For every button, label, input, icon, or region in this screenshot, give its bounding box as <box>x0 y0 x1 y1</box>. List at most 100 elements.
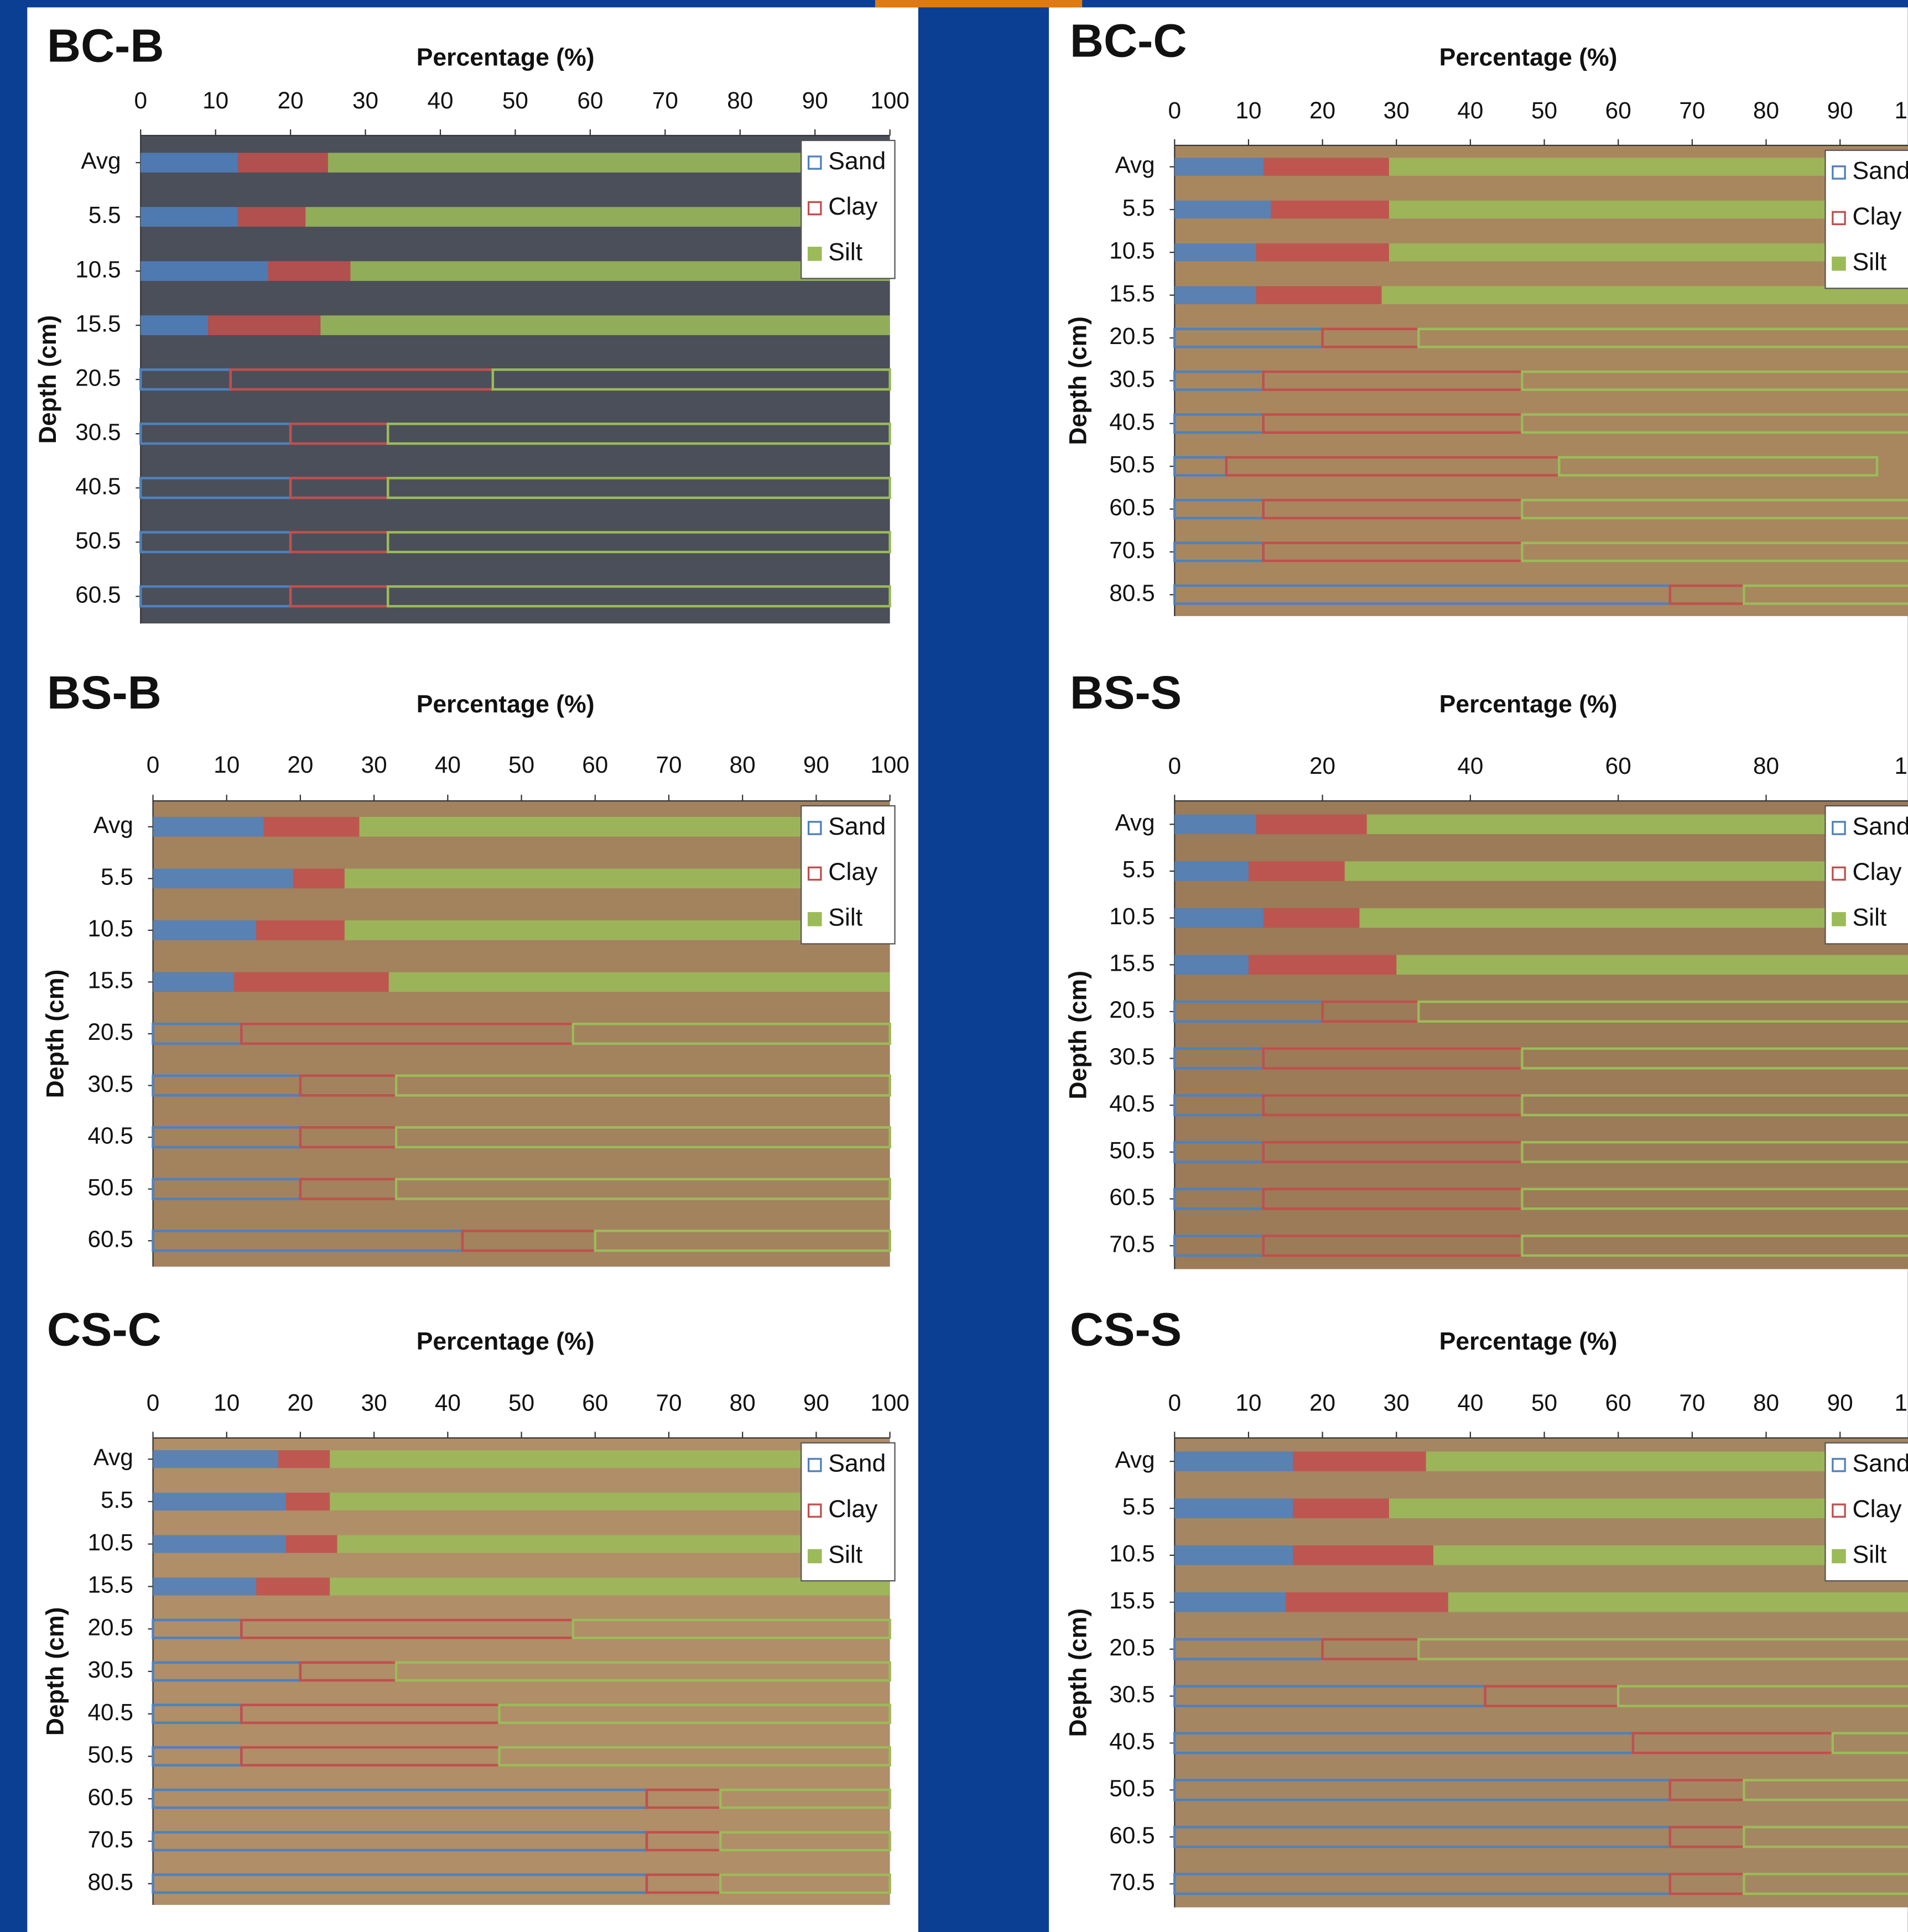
legend-swatch <box>809 822 821 834</box>
legend-label: Sand <box>1852 158 1908 185</box>
y-tick-label: 10.5 <box>88 1529 133 1555</box>
x-tick-label: 70 <box>656 752 682 778</box>
bar-segment <box>1293 1498 1389 1518</box>
y-tick-label: 60.5 <box>88 1784 133 1810</box>
y-axis-label: Depth (cm) <box>42 970 69 1098</box>
bar-segment <box>153 1577 257 1595</box>
x-tick-label: 60 <box>1605 1390 1631 1416</box>
y-tick-label: 15.5 <box>1109 280 1155 306</box>
legend-label: Clay <box>828 193 878 220</box>
bar-segment <box>208 315 320 335</box>
y-tick-label: 20.5 <box>88 1019 133 1045</box>
x-tick-label: 100 <box>870 87 909 113</box>
x-tick-label: 40 <box>1457 97 1483 123</box>
y-tick-label: 15.5 <box>1109 950 1155 976</box>
x-tick-label: 90 <box>802 87 828 113</box>
x-tick-label: 40 <box>435 752 461 778</box>
y-tick-label: 50.5 <box>88 1174 133 1200</box>
x-tick-label: 60 <box>577 87 603 113</box>
legend-label: Sand <box>828 813 886 840</box>
x-tick-label: 80 <box>727 87 753 113</box>
x-tick-label: 20 <box>278 87 304 113</box>
y-tick-label: Avg <box>1115 809 1155 835</box>
bar-segment <box>1271 201 1389 218</box>
y-tick-label: 60.5 <box>75 581 121 607</box>
y-tick-label: 10.5 <box>75 256 121 282</box>
legend-swatch <box>809 913 821 925</box>
bar-segment <box>238 207 305 227</box>
y-axis-label: Depth (cm) <box>34 315 61 444</box>
x-tick-label: 0 <box>147 752 160 778</box>
y-axis-label: Depth (cm) <box>1064 971 1091 1100</box>
y-tick-label: 20.5 <box>1109 1634 1155 1660</box>
bar-segment <box>1264 908 1360 928</box>
legend-swatch <box>809 1459 821 1471</box>
y-tick-label: 80.5 <box>88 1869 133 1895</box>
legend-label: Clay <box>828 858 878 886</box>
y-axis-label: Depth (cm) <box>1064 316 1091 445</box>
x-tick-label: 40 <box>435 1390 461 1416</box>
y-tick-label: 60.5 <box>1109 1184 1155 1210</box>
x-axis-label: Percentage (%) <box>1439 1328 1618 1355</box>
x-tick-label: 10 <box>214 752 240 778</box>
x-tick-label: 50 <box>502 87 528 113</box>
legend-swatch <box>809 1550 821 1562</box>
bar-segment <box>1249 955 1396 975</box>
x-tick-label: 20 <box>287 1390 313 1416</box>
bar-segment <box>256 920 345 940</box>
bar-segment <box>268 261 350 281</box>
legend-label: Silt <box>828 904 863 931</box>
chart-title: BS-B <box>47 666 162 718</box>
x-tick-label: 30 <box>352 87 378 113</box>
chart-title: CS-S <box>1070 1303 1182 1356</box>
x-tick-label: 50 <box>508 1390 534 1416</box>
bar-segment <box>141 315 208 335</box>
bar-segment <box>278 1450 330 1468</box>
x-tick-label: 10 <box>214 1390 240 1416</box>
x-tick-label: 70 <box>656 1390 682 1416</box>
x-tick-label: 0 <box>1168 97 1181 123</box>
bar-segment <box>1293 1451 1426 1471</box>
x-axis-label: Percentage (%) <box>417 691 595 718</box>
y-tick-label: 5.5 <box>1122 195 1155 221</box>
legend-label: Silt <box>1852 1541 1887 1568</box>
bar-segment <box>293 869 345 889</box>
tab-marker <box>875 0 1082 7</box>
legend-label: Sand <box>828 148 886 175</box>
y-tick-label: 30.5 <box>88 1071 133 1097</box>
y-tick-label: 50.5 <box>1109 1775 1155 1801</box>
y-tick-label: Avg <box>93 812 133 838</box>
bar-segment <box>153 817 264 837</box>
bar-segment <box>141 261 268 281</box>
y-tick-label: 15.5 <box>1109 1587 1155 1613</box>
bar-segment <box>1264 158 1389 175</box>
x-tick-label: 80 <box>1753 97 1779 123</box>
legend-label: Clay <box>1852 1496 1902 1523</box>
y-tick-label: 70.5 <box>1109 1231 1155 1257</box>
legend-swatch <box>1833 822 1845 834</box>
legend-swatch <box>1833 1459 1845 1471</box>
y-tick-label: 20.5 <box>1109 997 1155 1023</box>
y-tick-label: 40.5 <box>1109 409 1155 435</box>
legend-label: Sand <box>1852 813 1908 840</box>
x-tick-label: 0 <box>147 1390 160 1416</box>
y-tick-label: 30.5 <box>1109 1044 1155 1070</box>
chart-title: BC-C <box>1070 14 1187 67</box>
x-tick-label: 30 <box>361 752 387 778</box>
x-tick-label: 40 <box>1457 1390 1483 1416</box>
y-axis-label: Depth (cm) <box>1064 1608 1091 1737</box>
chart-title: CS-C <box>47 1303 162 1356</box>
legend-swatch <box>809 867 821 879</box>
bar-segment <box>1174 955 1249 975</box>
x-tick-label: 20 <box>1309 1390 1335 1416</box>
legend-label: Silt <box>1852 248 1887 275</box>
legend-label: Clay <box>1852 858 1902 886</box>
x-tick-label: 0 <box>1168 1390 1181 1416</box>
legend-label: Silt <box>1852 904 1887 931</box>
y-tick-label: 5.5 <box>101 1487 133 1513</box>
bar-segment <box>238 153 328 173</box>
x-tick-label: 40 <box>1457 753 1483 779</box>
y-tick-label: 40.5 <box>75 473 121 499</box>
y-tick-label: 10.5 <box>1109 237 1155 263</box>
legend-swatch <box>809 248 821 260</box>
